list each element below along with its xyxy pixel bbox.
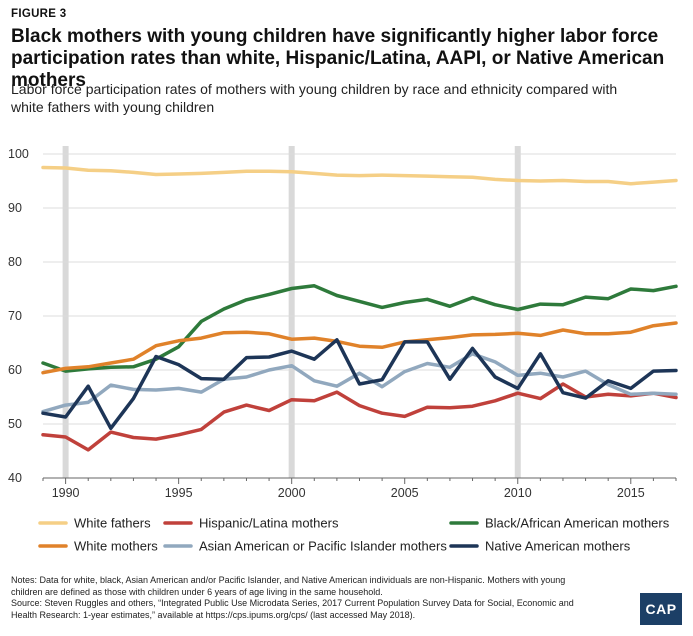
y-tick-label: 100 — [8, 147, 29, 161]
legend-label: Hispanic/Latina mothers — [199, 516, 339, 531]
y-tick-label: 50 — [8, 417, 22, 431]
x-tick-label: 2005 — [391, 486, 419, 500]
y-tick-label: 90 — [8, 201, 22, 215]
figure-label: FIGURE 3 — [11, 8, 67, 20]
y-tick-label: 40 — [8, 471, 22, 485]
x-tick-label: 2000 — [278, 486, 306, 500]
y-tick-label: 80 — [8, 255, 22, 269]
x-tick-label: 1990 — [52, 486, 80, 500]
chart-notes: Notes: Data for white, black, Asian Amer… — [11, 575, 586, 621]
y-tick-label: 60 — [8, 363, 22, 377]
legend-label: Black/African American mothers — [485, 516, 670, 531]
legend-label: Native American mothers — [485, 539, 631, 554]
chart-title: Black mothers with young children have s… — [11, 26, 665, 91]
x-tick-label: 2010 — [504, 486, 532, 500]
recession-bar-2000 — [288, 146, 295, 478]
series-line-1 — [41, 382, 678, 452]
series-line-2 — [41, 284, 678, 373]
recession-bar-1990 — [62, 146, 69, 478]
notes-text: Notes: Data for white, black, Asian Amer… — [11, 575, 566, 597]
series-line-0 — [41, 165, 678, 186]
series-line-4 — [41, 352, 678, 414]
series-line-5 — [41, 338, 678, 431]
line-chart: 40 50 60 70 80 90 100 1990 1995 2000 2005 2010 2015 W… — [8, 146, 678, 554]
series-line-3 — [41, 321, 678, 375]
chart-subtitle: Labor force participation rates of mothe… — [11, 81, 618, 115]
legend-label: White fathers — [74, 516, 151, 531]
legend-label: Asian American or Pacific Islander mothe… — [199, 539, 447, 554]
x-tick-label: 1995 — [165, 486, 193, 500]
x-tick-label: 2015 — [617, 486, 645, 500]
legend-label: White mothers — [74, 539, 158, 554]
recession-bar-2010 — [514, 146, 521, 478]
source-text: Source: Steven Ruggles and others, “Inte… — [11, 598, 574, 620]
y-tick-label: 70 — [8, 309, 22, 323]
cap-logo: CAP — [640, 593, 682, 625]
